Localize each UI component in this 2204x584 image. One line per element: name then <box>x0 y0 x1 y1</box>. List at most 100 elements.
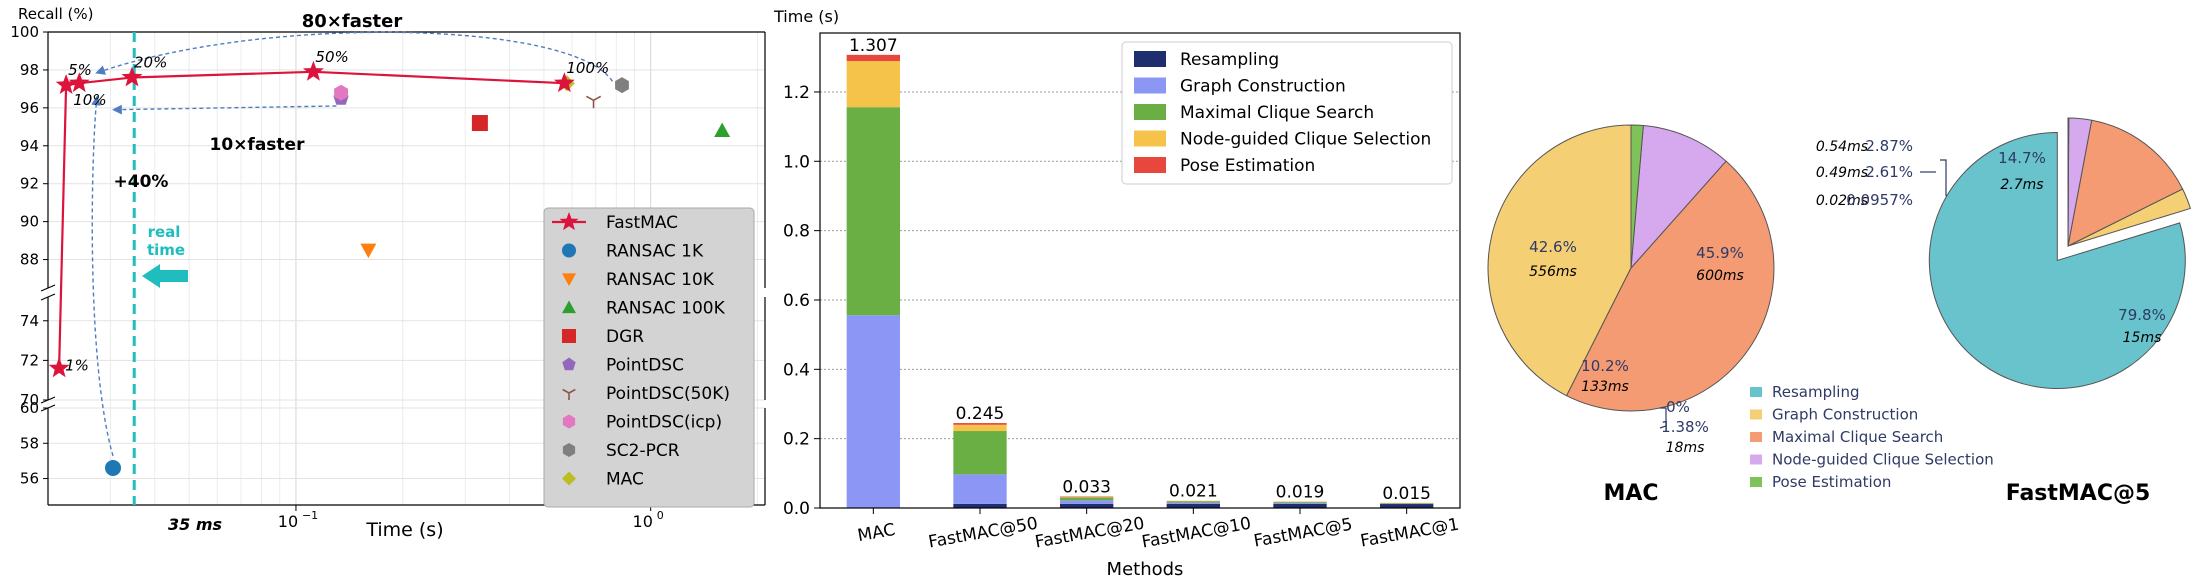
pie-slice-node-guided-clique-selection <box>1630 124 1727 270</box>
bar-segment-maximal-clique-search <box>1060 497 1114 501</box>
bar-segment-graph-construction <box>1060 500 1114 504</box>
fastmac-point <box>303 60 324 81</box>
pie-fast-leader <box>1940 159 1947 196</box>
fastmac-point-label: 10% <box>73 91 106 109</box>
pie-slice-pose-estimation <box>2067 117 2070 247</box>
bar-panel: Time (s) Methods 1.307 0.245 0.033 0.021 0.0… <box>773 7 1461 580</box>
bar-total-label: 1.307 <box>849 36 898 56</box>
pie-slice-maximal-clique-search <box>1565 160 1775 412</box>
scatter-annotations: 80×faster 10×faster +40% real time 35 ms <box>91 11 614 534</box>
y-tick-label: 98 <box>20 61 39 79</box>
legend-box <box>543 207 755 508</box>
pie-label: 556ms <box>1529 264 1577 280</box>
pie-legend: Resampling Graph Construction Maximal Cliq… <box>1750 383 1994 491</box>
marker-pointdsc-icp <box>334 84 348 101</box>
y-tick-label: 60 <box>20 399 39 417</box>
pie-small-ms: 0.54ms <box>1816 139 1868 155</box>
y-tick-label: 100 <box>10 23 39 41</box>
scatter-xlabel: Time (s) <box>365 519 443 541</box>
pie-legend-label: Node-guided Clique Selection <box>1772 451 1994 469</box>
bar-y-tick-label: 0.8 <box>783 222 810 242</box>
bar-total-label: 0.021 <box>1169 482 1218 502</box>
legend-label: RANSAC 100K <box>606 299 726 319</box>
bar-x-tick-label: FastMAC@50 <box>927 514 1039 553</box>
annotation-35ms: 35 ms <box>168 515 222 534</box>
marker-ransac-100k <box>714 122 731 138</box>
arrow-plus-40 <box>91 95 114 457</box>
bar-x-tick-label: FastMAC@1 <box>1359 515 1461 552</box>
bar-total-label: 0.033 <box>1062 478 1111 498</box>
x-tick-label-exponent: −1 <box>302 509 318 522</box>
arrow-10x-faster <box>112 104 337 115</box>
legend-label: RANSAC 10K <box>606 270 715 290</box>
pie-mac-title: MAC <box>1603 481 1658 506</box>
bar-legend-label: Graph Construction <box>1180 77 1346 97</box>
fastmac-line <box>58 70 565 369</box>
bar-segment-graph-construction <box>953 474 1007 504</box>
bar-x-tick-label: MAC <box>856 520 897 546</box>
pie-legend-label: Pose Estimation <box>1772 473 1891 491</box>
y-tick-label: 96 <box>20 99 39 117</box>
bar-legend-box <box>1121 41 1453 185</box>
legend-marker-ransac-100k <box>562 300 576 314</box>
legend-marker-pointdsc <box>562 357 576 371</box>
scatter-panel: Recall (%) Time (s) 10098969492908874727… <box>10 5 766 541</box>
pie-small-pct: 2.61% <box>1865 163 1913 181</box>
y-tick-label: 88 <box>20 251 39 269</box>
legend-marker-mac <box>562 471 576 486</box>
pie-label: 42.6% <box>1529 238 1577 256</box>
legend-marker-pointdsc-icp <box>562 414 576 429</box>
y-tick-label: 58 <box>20 434 39 452</box>
bar-legend-swatch <box>1134 130 1166 147</box>
x-tick-label-exponent: 0 <box>657 509 664 522</box>
pie-legend-swatch <box>1750 432 1762 442</box>
bar-segment-pose-estimation <box>953 423 1007 425</box>
bar-y-tick-label: 0.6 <box>783 291 810 311</box>
bar-segment-graph-construction <box>1166 502 1220 504</box>
legend-marker-dgr <box>562 329 576 343</box>
fastmac-point <box>55 74 77 94</box>
legend-marker-pointdsc-50k <box>562 388 576 400</box>
bar-segment-maximal-clique-search <box>1380 503 1434 504</box>
fastmac-point-label: 20% <box>134 54 167 72</box>
legend-marker-ransac-1k <box>562 243 576 258</box>
legend-label: PointDSC(icp) <box>606 413 722 433</box>
pie-small-pct: 2.87% <box>1865 137 1913 155</box>
legend-marker-ransac-10k <box>562 273 576 286</box>
fastmac-point-label: 100% <box>566 59 609 77</box>
pie-label: 79.8% <box>2118 306 2166 324</box>
x-tick-label: 10 <box>278 512 298 531</box>
bar-legend-label: Maximal Clique Search <box>1180 103 1374 123</box>
bar-x-tick-label: FastMAC@20 <box>1034 514 1146 553</box>
arrow-80x-faster <box>95 31 614 82</box>
legend-label: PointDSC(50K) <box>606 384 730 404</box>
y-tick-label: 90 <box>20 213 39 231</box>
bar-legend-label: Resampling <box>1180 50 1279 70</box>
bar-segment-node-guided-clique-selection <box>953 424 1007 432</box>
bar-legend-label: Node-guided Clique Selection <box>1180 130 1431 150</box>
pie-slice-resampling <box>1928 131 2186 389</box>
bar-legend-swatch <box>1134 77 1166 94</box>
bar-x-tick-label: FastMAC@10 <box>1140 514 1252 553</box>
y-tick-label: 72 <box>20 351 39 369</box>
bar-legend-swatch <box>1134 51 1166 67</box>
pie-slice-graph-construction <box>1487 124 1632 397</box>
bar-segment-resampling <box>1166 503 1220 508</box>
fastmac-point <box>121 66 143 87</box>
bar-plot-frame <box>819 32 1461 509</box>
pie-legend-label: Graph Construction <box>1772 406 1918 424</box>
bar-segment-node-guided-clique-selection <box>1273 501 1327 503</box>
x-tick-label: 10 <box>633 512 653 531</box>
fastmac-point <box>48 357 70 378</box>
fastmac-point-label: 1% <box>65 356 89 374</box>
bar-segment-graph-construction <box>846 315 900 508</box>
pie-legend-swatch <box>1750 477 1762 487</box>
pie-legend-label: Resampling <box>1772 383 1859 401</box>
pie-small-ms: 0.49ms <box>1816 165 1868 181</box>
bar-segment-maximal-clique-search <box>953 431 1007 475</box>
fastmac-point <box>68 72 90 93</box>
y-tick-label: 56 <box>20 470 39 488</box>
bar-ylabel: Time (s) <box>773 7 839 26</box>
legend-marker-sc2-pcr <box>562 443 576 457</box>
pie-label: 0% <box>1666 398 1690 416</box>
